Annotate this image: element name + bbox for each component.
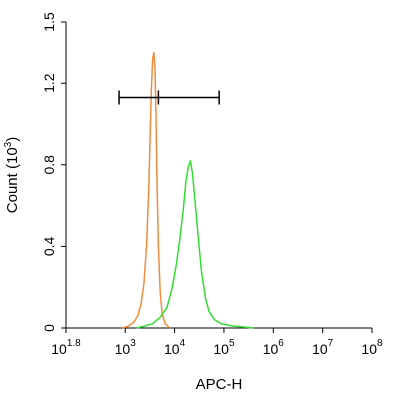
y-tick-label: 1.5 [41,12,57,32]
x-tick-label: 101.8 [51,338,81,357]
x-axis-ticks: 101.8 103 104 105 106 107 108 [51,328,383,357]
y-tick-label: 0.4 [41,236,57,256]
x-tick-label: 104 [164,338,186,357]
x-tick-label: 103 [115,338,137,357]
gate-marker [118,90,220,105]
series-line-2 [136,159,254,329]
y-tick-label: 0.8 [41,155,57,175]
x-tick-label: 108 [361,338,383,357]
series-layer [122,51,254,329]
x-axis-title: APC-H [196,376,243,393]
y-axis-title: Count (103) [3,137,21,213]
plot-frame [65,22,372,329]
x-tick-label: 106 [263,338,285,357]
x-tick-label: 105 [213,338,235,357]
y-tick-label: 0 [41,324,57,332]
y-tick-label: 1.2 [41,73,57,93]
series-line-1 [122,51,171,329]
x-tick-label: 107 [312,338,334,357]
y-axis-ticks: 0 0.4 0.8 1.2 1.5 [41,12,66,332]
